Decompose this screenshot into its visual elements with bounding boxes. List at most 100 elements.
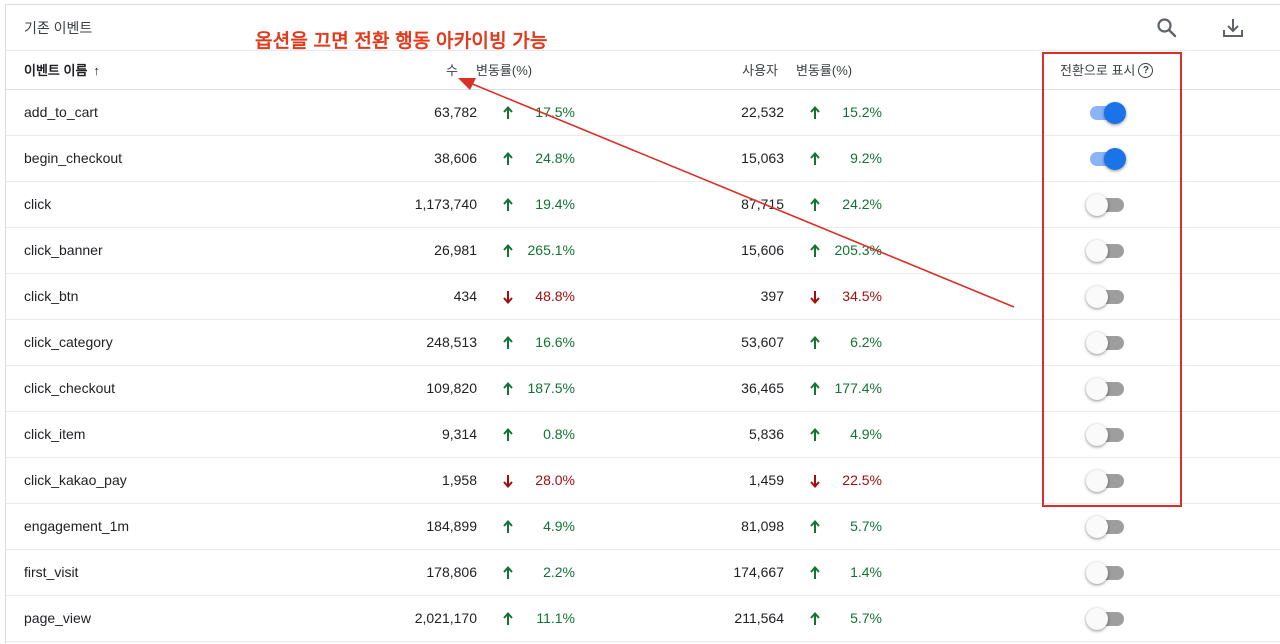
table-row: click_checkout 109,820 187.5% 36,465 177.4% (6, 366, 1280, 412)
toggle-knob (1086, 194, 1108, 216)
event-name: click_banner (24, 242, 103, 258)
count-change: 48.8% (535, 288, 575, 304)
column-header-mark-as-conversion: 전환으로 표시? (1060, 51, 1154, 90)
event-name: click_btn (24, 288, 79, 304)
users-change-arrow (807, 458, 823, 503)
users-change: 24.2% (842, 196, 882, 212)
users-change: 177.4% (834, 380, 882, 396)
arrow-up-icon (810, 382, 820, 396)
users-change-arrow (807, 320, 823, 365)
users-change-arrow (807, 366, 823, 411)
arrow-down-icon (503, 475, 513, 489)
search-button[interactable] (1155, 16, 1179, 40)
mark-as-conversion-toggle[interactable] (1086, 516, 1126, 538)
table-row: click_item 9,314 0.8% 5,836 4.9% (6, 412, 1280, 458)
event-users: 1,459 (748, 472, 784, 488)
arrow-up-icon (810, 428, 820, 442)
event-users: 81,098 (741, 518, 784, 534)
column-header-users[interactable]: 사용자 (742, 63, 778, 78)
download-icon (1223, 19, 1243, 37)
download-button[interactable] (1221, 16, 1245, 40)
users-change: 9.2% (850, 150, 882, 166)
help-icon[interactable]: ? (1138, 63, 1154, 79)
mark-as-conversion-toggle[interactable] (1086, 286, 1126, 308)
mark-as-conversion-toggle[interactable] (1086, 378, 1126, 400)
event-count: 184,899 (426, 518, 477, 534)
search-icon (1157, 18, 1177, 38)
count-change: 187.5% (527, 380, 575, 396)
count-change: 19.4% (535, 196, 575, 212)
users-change-arrow (807, 412, 823, 457)
count-change: 0.8% (543, 426, 575, 442)
event-users: 36,465 (741, 380, 784, 396)
mark-as-conversion-toggle[interactable] (1086, 240, 1126, 262)
count-change-arrow (500, 504, 516, 549)
table-row: click_category 248,513 16.6% 53,607 6.2% (6, 320, 1280, 366)
toggle-knob (1104, 102, 1126, 124)
event-count: 26,981 (434, 242, 477, 258)
arrow-up-icon (810, 612, 820, 626)
mark-as-conversion-toggle[interactable] (1086, 470, 1126, 492)
toggle-knob (1086, 378, 1108, 400)
users-change: 1.4% (850, 564, 882, 580)
column-header-event-name[interactable]: 이벤트 이름 ↑ (24, 51, 100, 90)
count-change-arrow (500, 320, 516, 365)
count-change: 17.5% (535, 104, 575, 120)
count-change: 4.9% (543, 518, 575, 534)
users-change: 6.2% (850, 334, 882, 350)
toggle-knob (1086, 332, 1108, 354)
count-change-arrow (500, 366, 516, 411)
users-change-arrow (807, 596, 823, 641)
arrow-up-icon (810, 566, 820, 580)
mark-as-conversion-toggle[interactable] (1086, 424, 1126, 446)
event-name: click_checkout (24, 380, 116, 396)
users-change: 34.5% (842, 288, 882, 304)
toggle-knob (1086, 562, 1108, 584)
column-header-count[interactable]: 수 (446, 63, 458, 78)
event-count: 434 (453, 288, 477, 304)
count-change: 24.8% (535, 150, 575, 166)
event-count: 248,513 (426, 334, 477, 350)
event-users: 15,606 (741, 242, 784, 258)
column-header-users-change[interactable]: 변동률(%) (796, 63, 853, 78)
arrow-up-icon (503, 382, 513, 396)
mark-as-conversion-toggle[interactable] (1086, 562, 1126, 584)
mark-as-conversion-toggle[interactable] (1086, 332, 1126, 354)
events-card (5, 4, 1280, 644)
count-change-arrow (500, 550, 516, 595)
event-users: 5,836 (748, 426, 784, 442)
toggle-knob (1086, 608, 1108, 630)
event-count: 9,314 (441, 426, 477, 442)
column-header-conversion-label: 전환으로 표시 (1060, 63, 1136, 78)
count-change: 28.0% (535, 472, 575, 488)
count-change: 16.6% (535, 334, 575, 350)
event-users: 174,667 (733, 564, 784, 580)
users-change: 205.3% (834, 242, 882, 258)
event-name: click_item (24, 426, 86, 442)
toggle-knob (1086, 286, 1108, 308)
table-row: first_visit 178,806 2.2% 174,667 1.4% (6, 550, 1280, 596)
users-change: 5.7% (850, 610, 882, 626)
count-change: 265.1% (527, 242, 575, 258)
sort-ascending-icon: ↑ (93, 63, 100, 78)
event-users: 87,715 (741, 196, 784, 212)
event-count: 38,606 (434, 150, 477, 166)
mark-as-conversion-toggle[interactable] (1086, 102, 1126, 124)
column-header-event-name-label: 이벤트 이름 (24, 63, 88, 78)
toggle-knob (1086, 516, 1108, 538)
arrow-up-icon (503, 428, 513, 442)
event-name: engagement_1m (24, 518, 130, 534)
event-name: first_visit (24, 564, 79, 580)
column-header-count-change[interactable]: 변동률(%) (476, 63, 533, 78)
arrow-up-icon (503, 336, 513, 350)
card-title: 기존 이벤트 (24, 20, 93, 36)
mark-as-conversion-toggle[interactable] (1086, 194, 1126, 216)
event-name: click_category (24, 334, 113, 350)
toggle-knob (1086, 424, 1108, 446)
event-users: 22,532 (741, 104, 784, 120)
arrow-up-icon (503, 612, 513, 626)
table-row: engagement_1m 184,899 4.9% 81,098 5.7% (6, 504, 1280, 550)
mark-as-conversion-toggle[interactable] (1086, 608, 1126, 630)
mark-as-conversion-toggle[interactable] (1086, 148, 1126, 170)
users-change-arrow (807, 550, 823, 595)
